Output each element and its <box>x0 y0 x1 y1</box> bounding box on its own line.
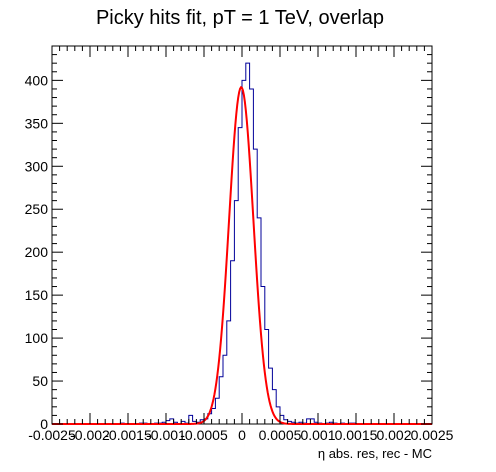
x-tick-label: -0.0005 <box>180 427 228 443</box>
y-tick-label: 250 <box>25 201 49 217</box>
x-tick-label: 0.001 <box>300 427 335 443</box>
y-tick-label: 300 <box>25 158 49 174</box>
x-tick-label: 0.0005 <box>259 427 302 443</box>
x-tick-label: -0.002 <box>70 427 110 443</box>
chart-title: Picky hits fit, pT = 1 TeV, overlap <box>96 7 384 29</box>
y-tick-label: 200 <box>25 244 49 260</box>
x-axis: -0.0025-0.002-0.0015-0.001-0.0005 0 0.0005… <box>28 46 454 443</box>
x-tick-label: 0 <box>238 427 246 443</box>
y-axis: 0 50 100 150 200 250 300 350 400 <box>25 45 432 432</box>
plot-area <box>51 45 433 425</box>
x-tick-label: 0.0015 <box>335 427 378 443</box>
gaussian-fit-series <box>52 85 432 425</box>
y-tick-label: 50 <box>32 373 48 389</box>
y-tick-label: 150 <box>25 287 49 303</box>
x-axis-label: η abs. res, rec - MC <box>318 446 432 461</box>
y-tick-label: 0 <box>40 416 48 432</box>
x-tick-label: -0.0015 <box>104 427 152 443</box>
y-tick-label: 100 <box>25 330 49 346</box>
histogram-series <box>52 62 432 425</box>
y-tick-label: 400 <box>25 72 49 88</box>
x-tick-label: -0.0025 <box>28 427 76 443</box>
y-tick-label: 350 <box>25 115 49 131</box>
x-tick-label: 0.002 <box>376 427 411 443</box>
x-tick-label: 0.0025 <box>411 427 454 443</box>
x-tick-label: -0.001 <box>146 427 186 443</box>
